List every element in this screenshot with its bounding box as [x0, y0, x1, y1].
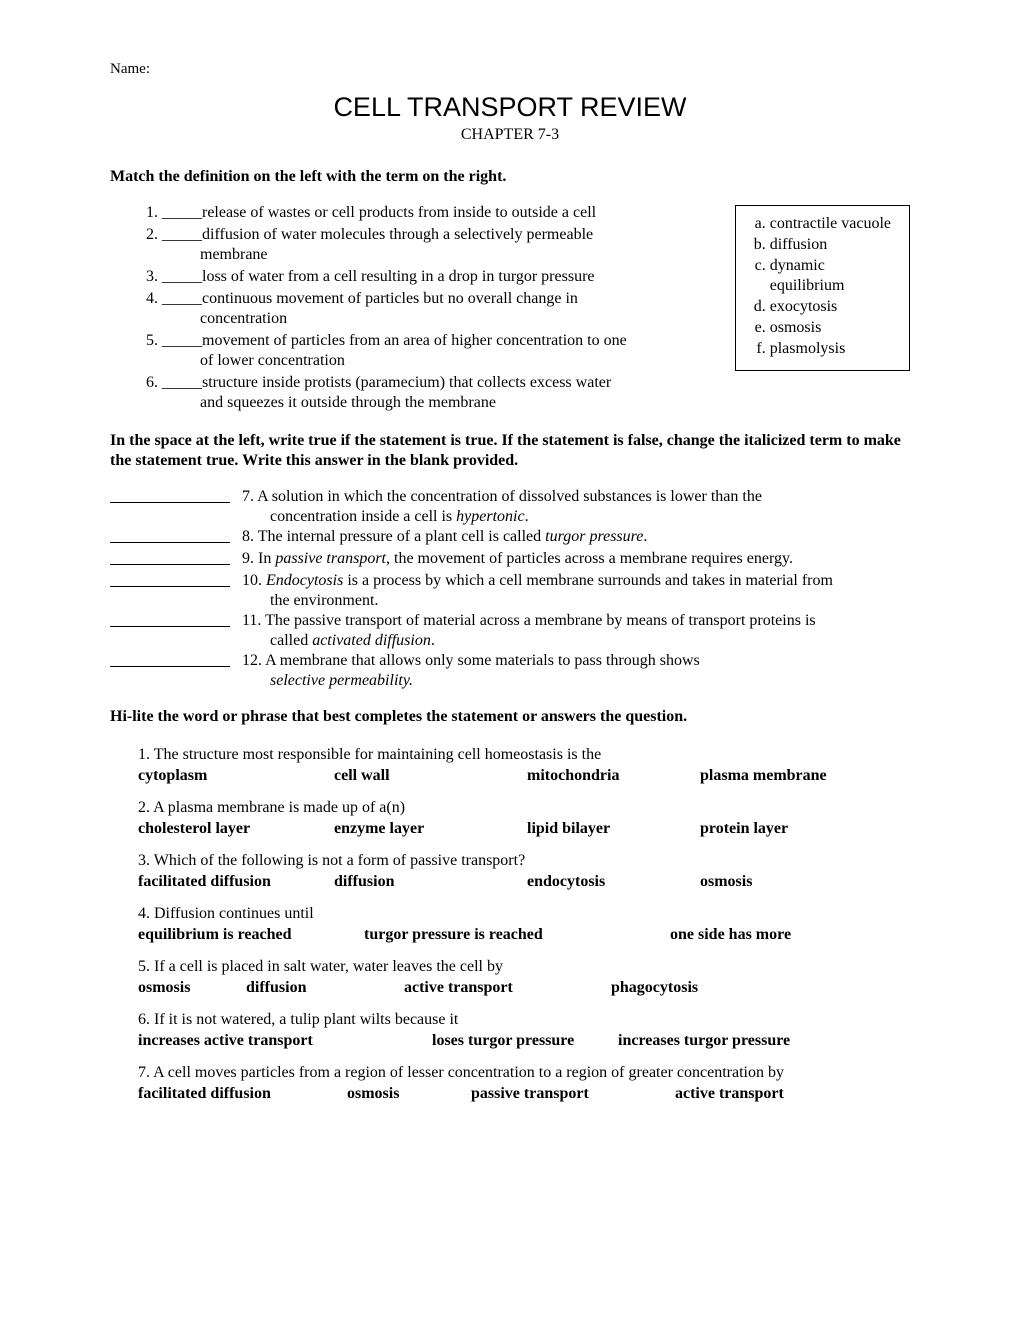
mc-options: cytoplasmcell wallmitochondriaplasma mem… [138, 766, 910, 786]
mc-question: 1. The structure most responsible for ma… [138, 745, 910, 786]
tf-text: 9. In passive transport, the movement of… [242, 549, 910, 571]
mc-option[interactable]: diffusion [334, 872, 527, 892]
mc-stem: 3. Which of the following is not a form … [138, 851, 910, 871]
mc-question: 2. A plasma membrane is made up of a(n)c… [138, 798, 910, 839]
matching-definitions: _____ release of wastes or cell products… [110, 203, 717, 415]
tf-blank[interactable] [110, 611, 242, 651]
mc-option[interactable]: enzyme layer [334, 819, 527, 839]
instructions-mc: Hi-lite the word or phrase that best com… [110, 707, 910, 727]
tf-blank[interactable] [110, 549, 242, 571]
mc-question: 4. Diffusion continues untilequilibrium … [138, 904, 910, 945]
tf-text: 12. A membrane that allows only some mat… [242, 651, 910, 691]
mc-option[interactable]: cell wall [334, 766, 527, 786]
terms-box: contractile vacuolediffusiondynamicequil… [735, 205, 910, 371]
term-item: dynamicequilibrium [770, 256, 891, 296]
mc-stem: 2. A plasma membrane is made up of a(n) [138, 798, 910, 818]
tf-row: 8. The internal pressure of a plant cell… [110, 527, 910, 549]
mc-option[interactable]: osmosis [138, 978, 246, 998]
mc-options: cholesterol layerenzyme layerlipid bilay… [138, 819, 910, 839]
instructions-tf: In the space at the left, write true if … [110, 431, 910, 471]
term-item: contractile vacuole [770, 214, 891, 234]
matching-item: _____ diffusion of water molecules throu… [162, 225, 717, 265]
tf-row: 7. A solution in which the concentration… [110, 487, 910, 527]
mc-options: facilitated diffusiondiffusionendocytosi… [138, 872, 910, 892]
tf-blank[interactable] [110, 487, 242, 527]
page-subtitle: CHAPTER 7-3 [110, 125, 910, 145]
page-title: CELL TRANSPORT REVIEW [110, 91, 910, 125]
term-item: osmosis [770, 318, 891, 338]
mc-options: facilitated diffusionosmosispassive tran… [138, 1084, 910, 1104]
mc-stem: 6. If it is not watered, a tulip plant w… [138, 1010, 910, 1030]
mc-options: increases active transportloses turgor p… [138, 1031, 910, 1051]
matching-item: _____ continuous movement of particles b… [162, 289, 717, 329]
mc-question: 6. If it is not watered, a tulip plant w… [138, 1010, 910, 1051]
mc-options: equilibrium is reachedturgor pressure is… [138, 925, 910, 945]
multiple-choice-section: 1. The structure most responsible for ma… [110, 745, 910, 1104]
tf-row: 12. A membrane that allows only some mat… [110, 651, 910, 691]
mc-option[interactable]: active transport [675, 1084, 910, 1104]
mc-option[interactable]: loses turgor pressure [432, 1031, 618, 1051]
mc-option[interactable]: osmosis [700, 872, 910, 892]
tf-text: 10. Endocytosis is a process by which a … [242, 571, 910, 611]
term-item: exocytosis [770, 297, 891, 317]
tf-blank[interactable] [110, 571, 242, 611]
mc-option[interactable]: equilibrium is reached [138, 925, 364, 945]
instructions-match: Match the definition on the left with th… [110, 167, 910, 187]
tf-row: 9. In passive transport, the movement of… [110, 549, 910, 571]
mc-stem: 1. The structure most responsible for ma… [138, 745, 910, 765]
mc-option[interactable]: active transport [404, 978, 611, 998]
mc-options: osmosisdiffusionactive transportphagocyt… [138, 978, 910, 998]
mc-question: 5. If a cell is placed in salt water, wa… [138, 957, 910, 998]
mc-option[interactable]: turgor pressure is reached [364, 925, 670, 945]
mc-option[interactable]: one side has more [670, 925, 910, 945]
mc-option[interactable]: endocytosis [527, 872, 700, 892]
tf-row: 11. The passive transport of material ac… [110, 611, 910, 651]
mc-option[interactable]: mitochondria [527, 766, 700, 786]
term-item: plasmolysis [770, 339, 891, 359]
tf-blank[interactable] [110, 651, 242, 691]
true-false-section: 7. A solution in which the concentration… [110, 487, 910, 691]
tf-row: 10. Endocytosis is a process by which a … [110, 571, 910, 611]
tf-text: 8. The internal pressure of a plant cell… [242, 527, 910, 549]
tf-text: 7. A solution in which the concentration… [242, 487, 910, 527]
matching-item: _____ loss of water from a cell resultin… [162, 267, 717, 287]
mc-option[interactable]: phagocytosis [611, 978, 910, 998]
mc-option[interactable]: lipid bilayer [527, 819, 700, 839]
matching-section: _____ release of wastes or cell products… [110, 203, 910, 415]
name-label: Name: [110, 60, 910, 79]
tf-blank[interactable] [110, 527, 242, 549]
mc-option[interactable]: protein layer [700, 819, 910, 839]
matching-item: _____ release of wastes or cell products… [162, 203, 717, 223]
mc-option[interactable]: plasma membrane [700, 766, 910, 786]
mc-option[interactable]: diffusion [246, 978, 404, 998]
mc-option[interactable]: cytoplasm [138, 766, 334, 786]
mc-question: 3. Which of the following is not a form … [138, 851, 910, 892]
mc-option[interactable]: passive transport [471, 1084, 675, 1104]
matching-item: _____ structure inside protists (paramec… [162, 373, 717, 413]
term-item: diffusion [770, 235, 891, 255]
mc-option[interactable]: cholesterol layer [138, 819, 334, 839]
mc-option[interactable]: osmosis [347, 1084, 471, 1104]
mc-question: 7. A cell moves particles from a region … [138, 1063, 910, 1104]
mc-option[interactable]: facilitated diffusion [138, 872, 334, 892]
mc-option[interactable]: increases turgor pressure [618, 1031, 910, 1051]
matching-item: _____ movement of particles from an area… [162, 331, 717, 371]
mc-stem: 4. Diffusion continues until [138, 904, 910, 924]
mc-stem: 5. If a cell is placed in salt water, wa… [138, 957, 910, 977]
mc-option[interactable]: facilitated diffusion [138, 1084, 347, 1104]
mc-option[interactable]: increases active transport [138, 1031, 432, 1051]
mc-stem: 7. A cell moves particles from a region … [138, 1063, 910, 1083]
tf-text: 11. The passive transport of material ac… [242, 611, 910, 651]
